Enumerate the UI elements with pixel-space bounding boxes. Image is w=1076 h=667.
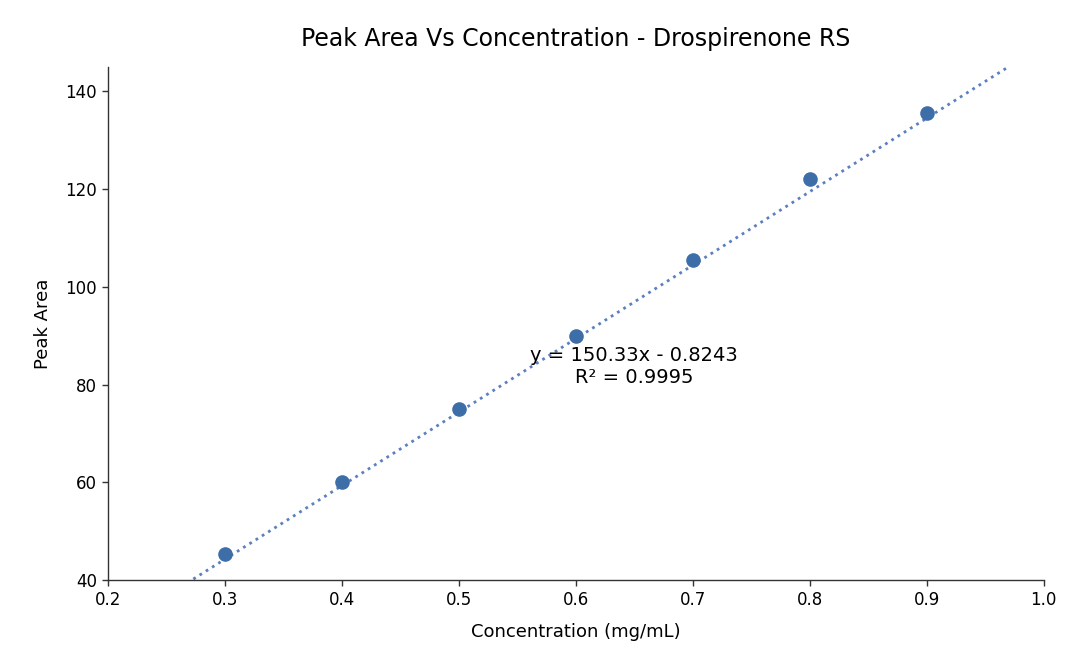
Point xyxy=(450,404,467,414)
Y-axis label: Peak Area: Peak Area xyxy=(33,278,52,369)
Point xyxy=(216,549,233,560)
Text: y = 150.33x - 0.8243
R² = 0.9995: y = 150.33x - 0.8243 R² = 0.9995 xyxy=(530,346,738,386)
Title: Peak Area Vs Concentration - Drospirenone RS: Peak Area Vs Concentration - Drospirenon… xyxy=(301,27,850,51)
Point xyxy=(567,330,584,341)
X-axis label: Concentration (mg/mL): Concentration (mg/mL) xyxy=(471,622,680,640)
Point xyxy=(334,477,351,488)
Point xyxy=(684,255,702,265)
Point xyxy=(802,174,819,185)
Point xyxy=(918,108,935,119)
